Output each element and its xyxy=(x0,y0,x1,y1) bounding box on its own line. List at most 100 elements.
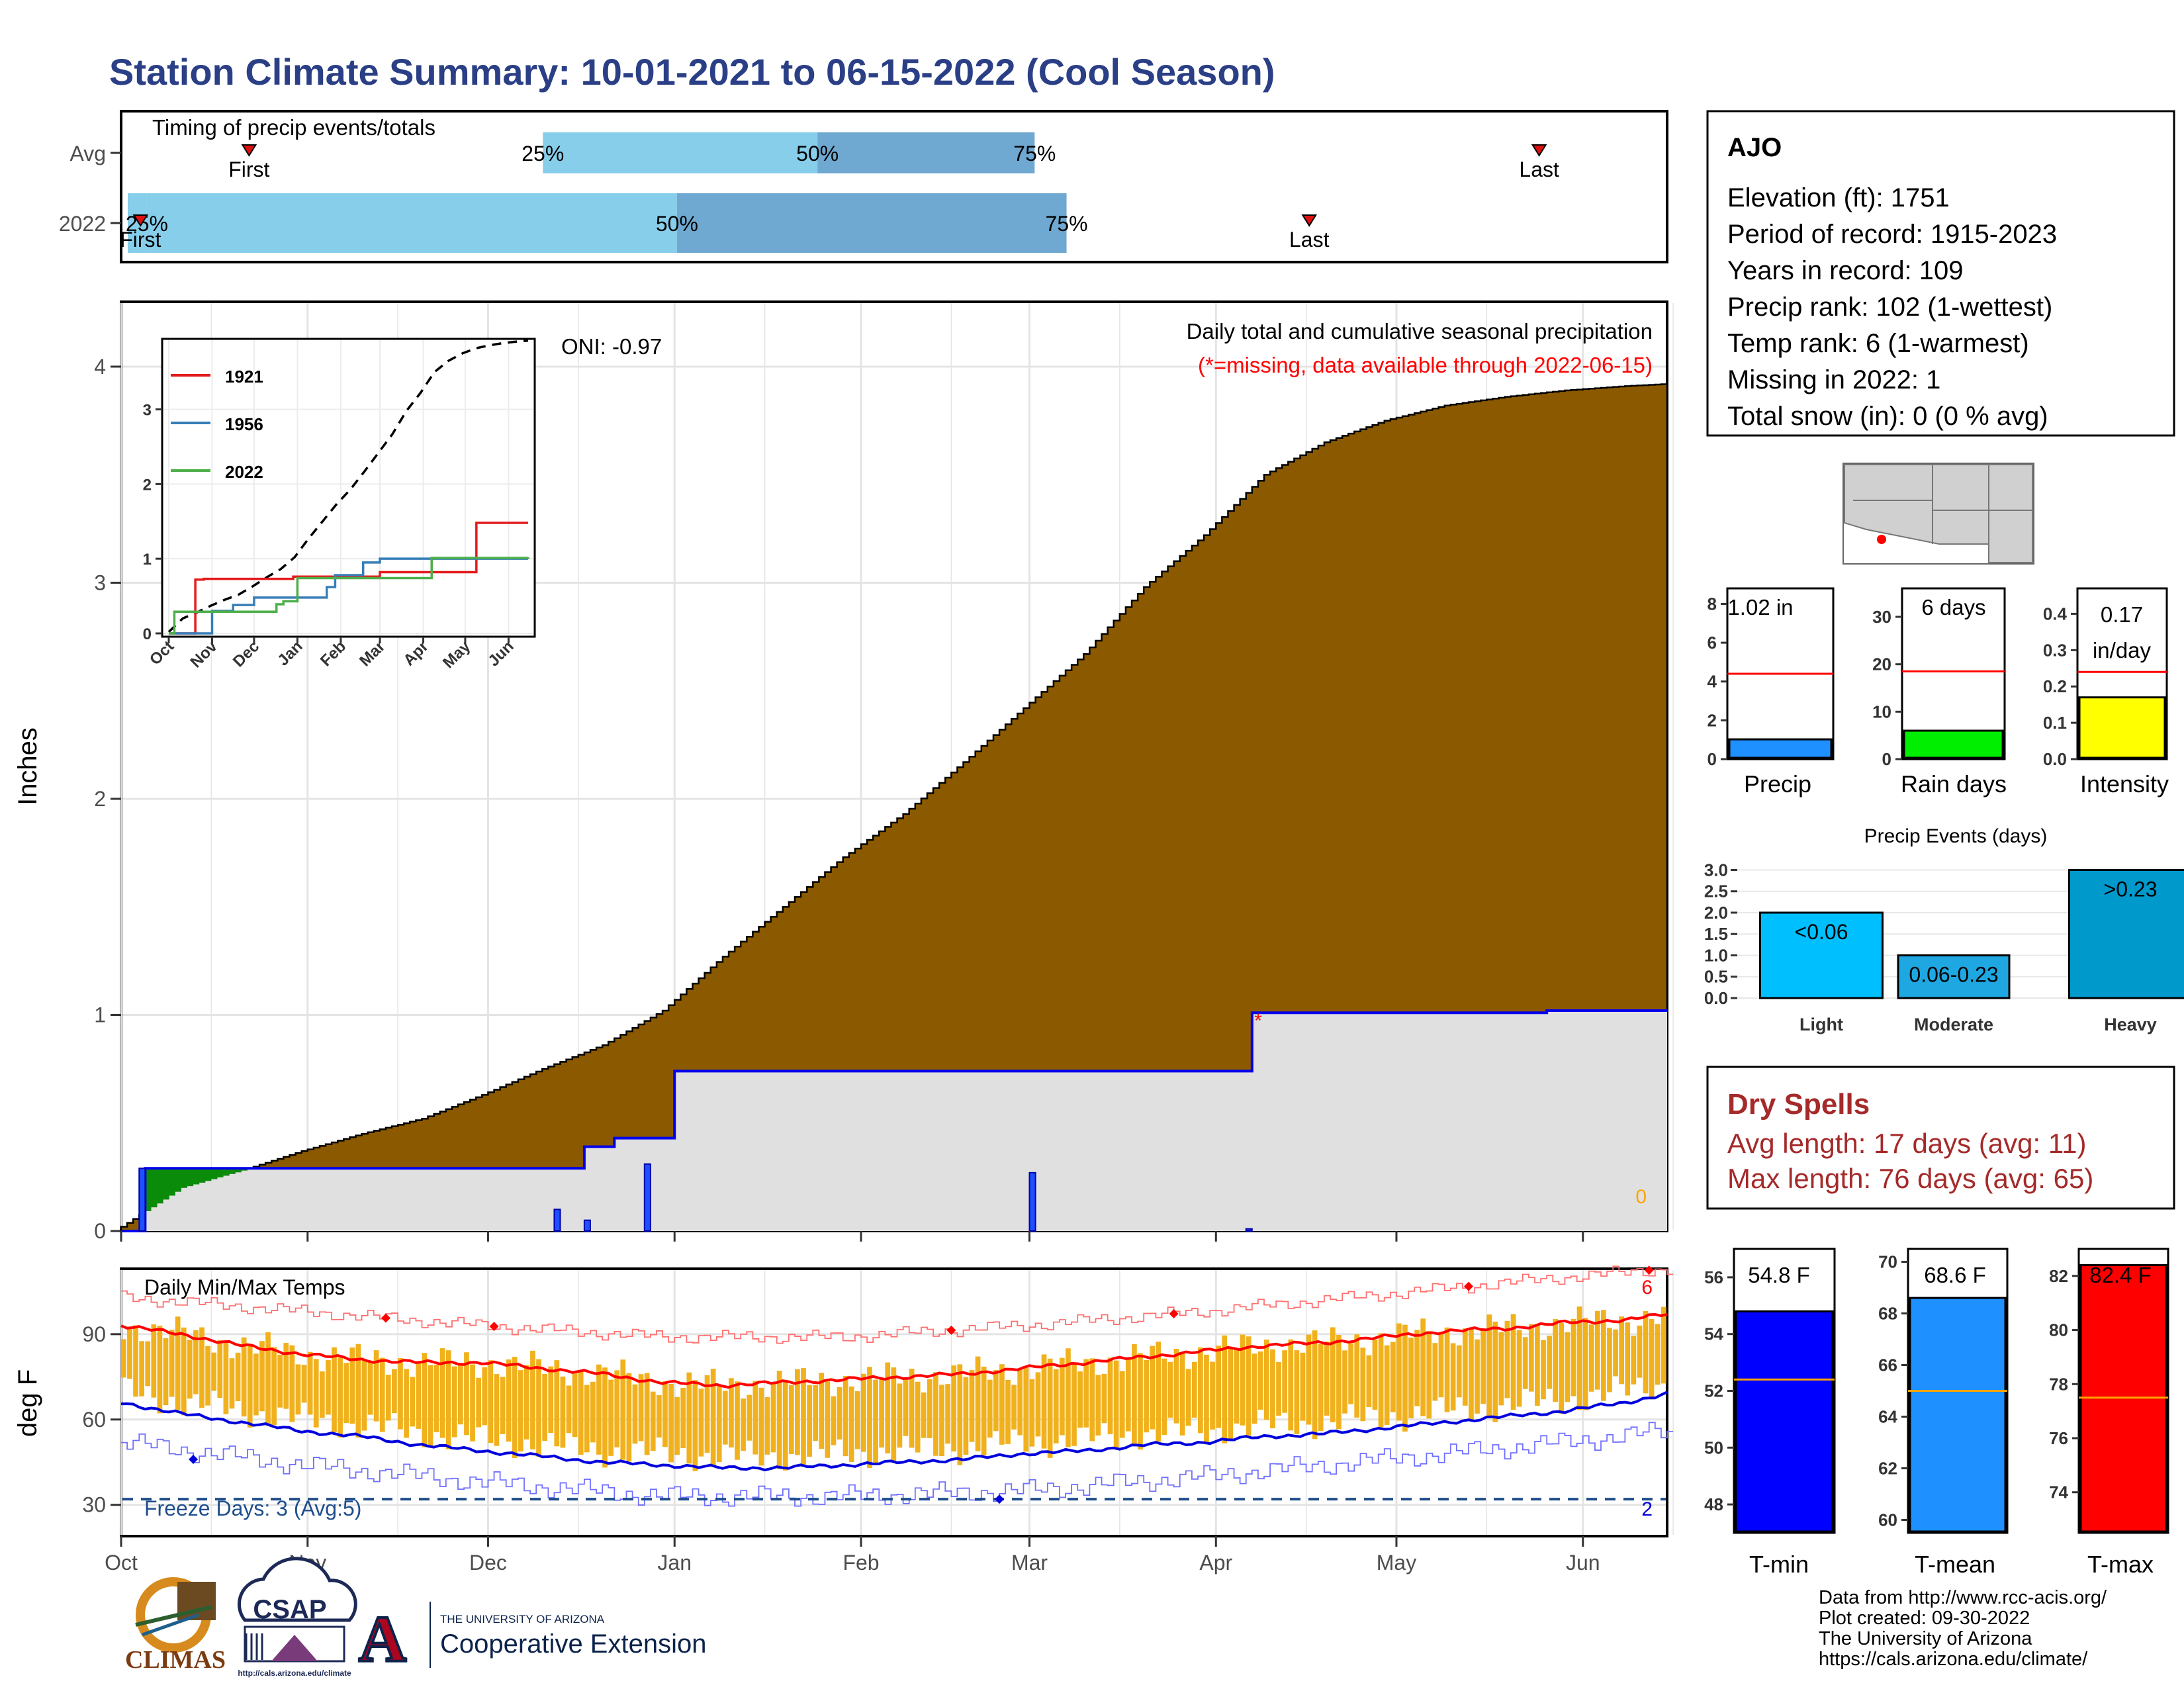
daily-temp-bar xyxy=(271,1347,277,1425)
rain-days-bar-name: Rain days xyxy=(1901,770,2007,798)
daily-temp-bar xyxy=(542,1374,547,1441)
daily-temp-bar xyxy=(1192,1362,1197,1418)
daily-temp-bar xyxy=(933,1372,938,1455)
events-category-label: Moderate xyxy=(1914,1015,1993,1034)
locator-map xyxy=(1843,463,2034,564)
events-tick-label: 3.0 xyxy=(1704,860,1728,880)
daily-temp-bar xyxy=(1480,1331,1486,1404)
daily-temp-bar xyxy=(837,1387,842,1440)
daily-temp-bar xyxy=(1445,1328,1450,1412)
precip-zero-label: 0 xyxy=(1635,1186,1647,1208)
daily-temp-bar xyxy=(584,1385,590,1453)
daily-temp-bar xyxy=(1246,1336,1251,1436)
dry-spells-box: Dry Spells Avg length: 17 days (avg: 11)… xyxy=(1707,1067,2174,1209)
summary-tick-label: 4 xyxy=(1707,672,1717,692)
daily-temp-bar xyxy=(1306,1335,1312,1425)
temp-summary-tick-label: 60 xyxy=(1878,1510,1897,1530)
daily-temp-bar xyxy=(554,1360,559,1446)
daily-temp-bar xyxy=(1655,1324,1661,1385)
daily-temp-bar xyxy=(386,1375,391,1420)
svg-text:THE UNIVERSITY OF ARIZONA: THE UNIVERSITY OF ARIZONA xyxy=(440,1613,605,1625)
station-detail-line: Total snow (in): 0 (0 % avg) xyxy=(1727,402,2048,431)
daily-temp-bar xyxy=(771,1383,776,1452)
daily-temp-bar xyxy=(338,1357,343,1438)
daily-temp-bar xyxy=(1385,1346,1390,1425)
daily-temp-bar xyxy=(476,1378,481,1428)
record-low-count: 2 xyxy=(1641,1498,1653,1520)
freeze-days-label: Freeze Days: 3 (Avg:5) xyxy=(144,1496,361,1520)
daily-temp-bar xyxy=(572,1373,578,1437)
daily-temp-bar xyxy=(1498,1332,1504,1405)
daily-temp-bar xyxy=(1077,1371,1083,1428)
inset-ytick-label: 3 xyxy=(143,402,152,420)
daily-temp-bar xyxy=(1583,1318,1588,1410)
daily-temp-bar xyxy=(596,1365,602,1455)
daily-temp-bar xyxy=(903,1379,909,1436)
timing-pct-50: 50% xyxy=(796,142,839,165)
daily-temp-bar xyxy=(1270,1349,1275,1428)
precip-bar-name: Precip xyxy=(1744,770,1811,798)
daily-temp-bar xyxy=(1535,1324,1540,1406)
daily-temp-bar xyxy=(1559,1323,1564,1414)
timing-pct-75: 75% xyxy=(1046,212,1088,236)
daily-temp-bar xyxy=(362,1361,367,1431)
daily-temp-bar xyxy=(645,1373,650,1455)
timing-pct-25: 25% xyxy=(522,142,564,165)
events-tick-label: 2.5 xyxy=(1704,882,1728,901)
month-tick-label: Jun xyxy=(1566,1551,1600,1575)
daily-temp-bar xyxy=(151,1324,156,1397)
daily-temp-bar xyxy=(296,1364,301,1414)
precip-annotation-title: Daily total and cumulative seasonal prec… xyxy=(1187,319,1653,343)
station-detail-line: Missing in 2022: 1 xyxy=(1727,365,1940,394)
daily-temp-bar xyxy=(981,1367,987,1455)
daily-precip-bar xyxy=(1246,1229,1252,1231)
station-detail-line: Period of record: 1915-2023 xyxy=(1727,220,2057,249)
ua-cooperative-extension-logo: A THE UNIVERSITY OF ARIZONA Cooperative … xyxy=(359,1602,707,1676)
temp-summary-tick-label: 54 xyxy=(1704,1324,1723,1344)
daily-temp-bar xyxy=(1661,1307,1666,1384)
daily-temp-bar xyxy=(242,1338,247,1417)
daily-temp-bar xyxy=(1161,1359,1167,1435)
temperature-ytick-label: 90 xyxy=(82,1322,106,1346)
month-tick-label: Oct xyxy=(105,1551,138,1575)
credit-line: Data from http://www.rcc-acis.org/ xyxy=(1819,1587,2107,1608)
daily-temp-bar xyxy=(662,1381,668,1447)
daily-temp-bar xyxy=(1475,1340,1480,1414)
daily-temp-bar xyxy=(970,1370,975,1442)
daily-temp-bar xyxy=(175,1316,181,1410)
daily-temp-bar xyxy=(494,1374,500,1446)
daily-temp-bar xyxy=(1631,1336,1636,1384)
tmean-bar-name: T-mean xyxy=(1915,1551,1995,1578)
daily-temp-bar xyxy=(524,1365,529,1440)
daily-temp-bar xyxy=(416,1361,421,1429)
daily-temp-bar xyxy=(1144,1360,1149,1432)
daily-temp-bar xyxy=(1294,1350,1299,1434)
summary-tick-label: 10 xyxy=(1872,702,1891,721)
daily-temp-bar xyxy=(253,1353,259,1415)
summary-tick-label: 0.0 xyxy=(2043,749,2067,769)
daily-temp-bar xyxy=(1426,1331,1432,1418)
daily-temp-bar xyxy=(758,1388,764,1466)
daily-temp-bar xyxy=(680,1388,686,1448)
footer-credits: Data from http://www.rcc-acis.org/Plot c… xyxy=(1819,1587,2107,1670)
daily-temp-bar xyxy=(927,1379,933,1438)
timing-pct-50: 50% xyxy=(656,212,698,236)
daily-temp-bar xyxy=(987,1380,993,1438)
daily-temp-bar xyxy=(380,1357,385,1432)
daily-temp-bar xyxy=(590,1382,596,1443)
temperature-ylabel: deg F xyxy=(13,1369,42,1437)
daily-temp-bar xyxy=(314,1359,319,1427)
daily-temp-bar xyxy=(181,1328,187,1416)
daily-temp-bar xyxy=(1523,1337,1528,1389)
svg-text:http://cals.arizona.edu/climat: http://cals.arizona.edu/climate xyxy=(238,1668,351,1678)
daily-temp-bar xyxy=(548,1367,553,1434)
daily-temp-bar xyxy=(1402,1325,1408,1432)
summary-tick-label: 2 xyxy=(1707,710,1717,730)
station-location-marker xyxy=(1877,535,1886,544)
dry-spells-max: Max length: 76 days (avg: 65) xyxy=(1727,1163,2093,1194)
tmin-bar-name: T-min xyxy=(1749,1551,1809,1578)
daily-temp-bar xyxy=(1054,1369,1059,1443)
daily-temp-bar xyxy=(1126,1359,1131,1431)
daily-temp-bar xyxy=(686,1373,692,1464)
